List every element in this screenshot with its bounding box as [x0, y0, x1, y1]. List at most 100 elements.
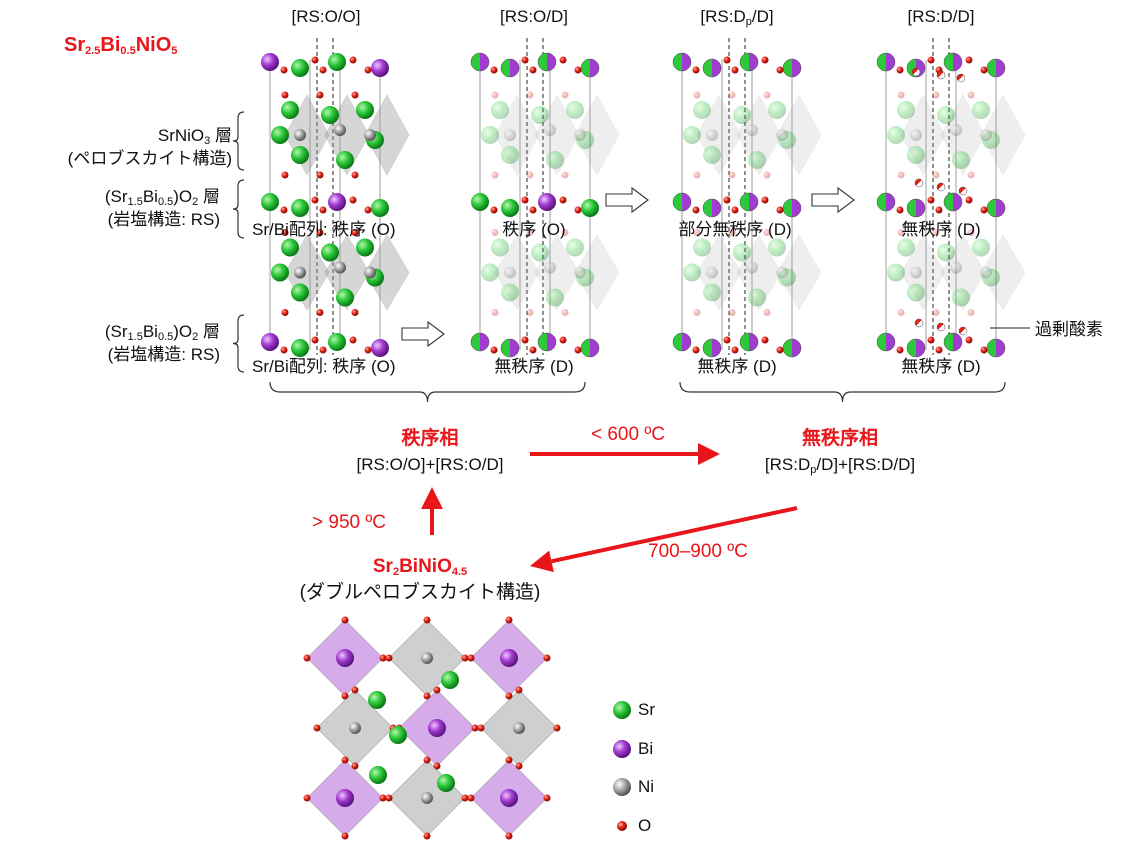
- label-rock-salt-2: (岩塩構造: RS): [107, 345, 220, 364]
- o-atom: [728, 171, 736, 179]
- o-atom: [341, 616, 349, 624]
- o-atom: [364, 346, 372, 354]
- o-atom: [731, 346, 739, 354]
- o-atom: [559, 196, 567, 204]
- header-rs-dp-d: [RS:Dp/D]: [700, 7, 774, 28]
- bi-atom: [328, 193, 346, 211]
- bi-atom: [500, 649, 518, 667]
- o-atom: [319, 66, 327, 74]
- o-atom: [561, 171, 569, 179]
- o-atom: [477, 724, 485, 732]
- sr-atom: [261, 193, 279, 211]
- sr-bi-mixed-atom: [580, 338, 600, 358]
- o-atom: [491, 309, 499, 316]
- excess-oxygen-atom: [936, 182, 946, 192]
- ni-atom: [980, 129, 992, 141]
- o-atom: [693, 229, 701, 236]
- o-atom: [763, 171, 771, 179]
- sr-bi-mixed-atom: [500, 58, 520, 78]
- o-atom: [433, 762, 441, 770]
- o-atom: [364, 66, 372, 74]
- sr-atom-icon: [613, 701, 631, 719]
- crystal-column: [876, 38, 1026, 358]
- sr-atom: [281, 101, 299, 119]
- sr-atom: [271, 126, 289, 144]
- sr-atom: [531, 106, 549, 124]
- o-atom: [505, 756, 513, 764]
- arrow-to-double-perovskite-shaft: [551, 506, 798, 564]
- o-atom: [932, 229, 940, 236]
- ni-atom: [421, 652, 433, 664]
- sr-bi-mixed-atom: [702, 58, 722, 78]
- o-atom: [543, 794, 551, 802]
- sr-atom: [291, 59, 309, 77]
- order-label-col2-bot: 無秩序 (D): [494, 357, 574, 376]
- o-atom: [731, 66, 739, 74]
- legend-label-sr: Sr: [638, 700, 655, 719]
- o-atom: [379, 654, 387, 662]
- sr-atom: [271, 263, 289, 282]
- excess-oxygen-atom: [914, 178, 924, 188]
- ni-atom: [776, 129, 788, 141]
- label-rs-layer-2: (Sr1.5Bi0.5)O2 層: [104, 322, 220, 343]
- o-atom: [529, 346, 537, 354]
- ni-atom: [421, 792, 433, 804]
- sr-atom: [389, 726, 407, 744]
- crystal-column: [261, 38, 410, 357]
- o-atom: [311, 336, 319, 344]
- o-atom: [515, 686, 523, 694]
- o-atom: [521, 196, 529, 204]
- bi-atom: [538, 193, 556, 211]
- o-atom: [967, 309, 975, 316]
- sr-bi-mixed-atom: [943, 192, 963, 212]
- hollow-arrow-col2-to-col3: [605, 186, 649, 214]
- label-rock-salt-1: (岩塩構造: RS): [107, 210, 220, 229]
- sr-bi-mixed-atom: [986, 58, 1006, 78]
- sr-atom: [481, 263, 499, 282]
- ni-atom: [706, 266, 718, 279]
- sr-atom: [501, 199, 519, 217]
- o-atom: [467, 654, 475, 662]
- sr-bi-mixed-atom: [672, 52, 692, 72]
- o-atom: [526, 229, 534, 236]
- sr-atom: [897, 238, 915, 257]
- transition-gt950: > 950 ºC: [312, 512, 387, 533]
- o-atom: [553, 724, 561, 732]
- ni-atom: [706, 129, 718, 141]
- o-atom: [763, 229, 771, 236]
- ni-atom: [364, 266, 376, 279]
- order-label-col3-mid: 部分無秩序 (D): [678, 220, 792, 239]
- sr-atom: [566, 101, 584, 119]
- o-atom: [491, 91, 499, 99]
- sr-atom: [501, 146, 519, 164]
- ni-atom: [334, 124, 346, 136]
- o-atom: [980, 346, 988, 354]
- sr-bi-mixed-atom: [580, 58, 600, 78]
- ni-atom: [504, 266, 516, 279]
- o-atom: [932, 91, 940, 99]
- sr-atom: [291, 199, 309, 217]
- sr-bi-mixed-atom: [739, 192, 759, 212]
- sr-atom: [566, 238, 584, 257]
- order-label-col3-bot: 無秩序 (D): [697, 357, 777, 376]
- order-label-col4-bot: 無秩序 (D): [901, 357, 981, 376]
- sr-atom: [336, 288, 354, 307]
- sr-atom: [356, 101, 374, 119]
- ni-atom: [294, 266, 306, 279]
- o-atom: [559, 56, 567, 64]
- ni-octahedron: [980, 94, 1026, 176]
- o-atom: [967, 91, 975, 99]
- excess-oxygen-atom: [956, 73, 966, 83]
- sr-atom: [683, 263, 701, 282]
- ni-octahedron: [364, 234, 410, 311]
- sr-atom: [491, 101, 509, 119]
- formula-sr25bi05nio5: Sr2.5Bi0.5NiO5: [64, 34, 178, 57]
- sr-atom: [907, 146, 925, 164]
- bi-atom: [371, 59, 389, 77]
- label-srnio3-layer: SrNiO3 層: [157, 126, 232, 147]
- o-atom: [423, 756, 431, 764]
- o-atom: [280, 206, 288, 214]
- sr-bi-mixed-atom: [943, 52, 963, 72]
- o-atom: [723, 336, 731, 344]
- sr-atom: [972, 238, 990, 257]
